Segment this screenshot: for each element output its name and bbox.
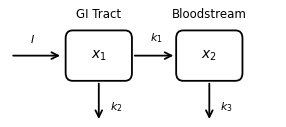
Text: GI Tract: GI Tract: [76, 8, 121, 21]
FancyBboxPatch shape: [65, 30, 132, 81]
Text: $x_2$: $x_2$: [201, 48, 217, 63]
FancyBboxPatch shape: [176, 30, 243, 81]
Text: $k_3$: $k_3$: [221, 101, 233, 115]
Text: $k_1$: $k_1$: [150, 31, 163, 45]
Text: Bloodstream: Bloodstream: [172, 8, 247, 21]
Text: $I$: $I$: [30, 33, 35, 45]
Text: $k_2$: $k_2$: [110, 101, 122, 115]
Text: $x_1$: $x_1$: [91, 48, 107, 63]
